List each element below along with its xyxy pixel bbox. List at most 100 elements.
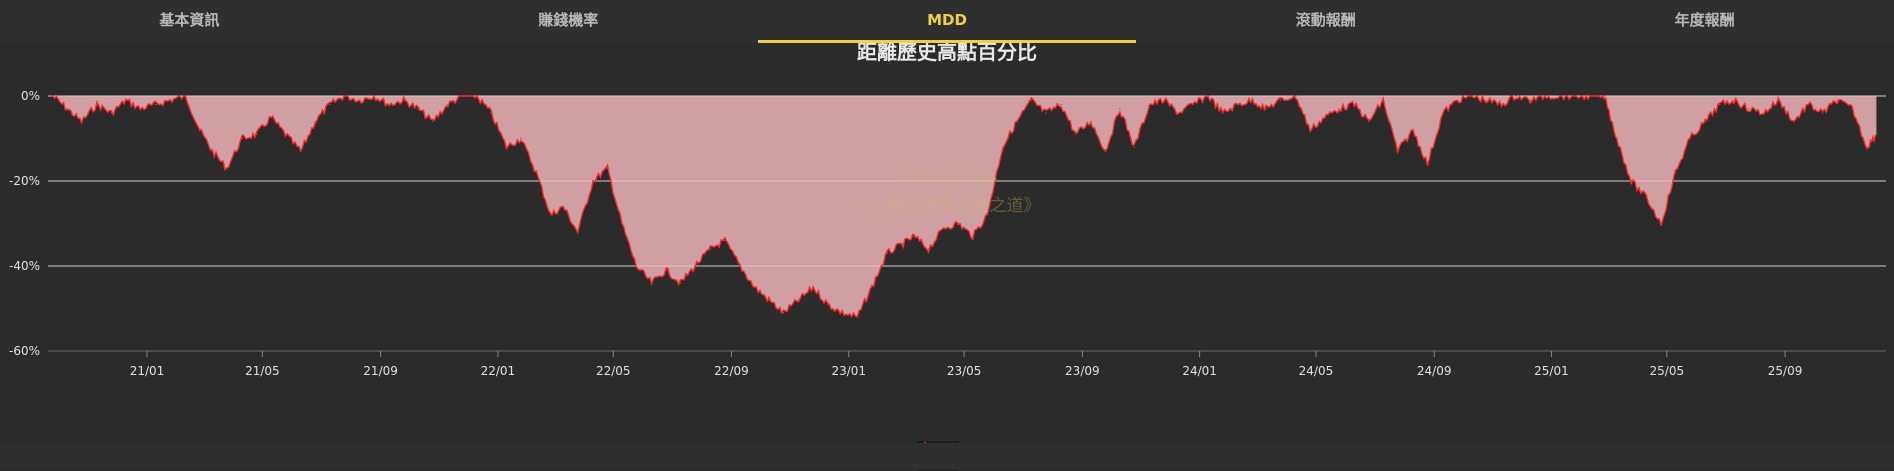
data-point bbox=[1090, 120, 1092, 123]
data-point bbox=[199, 129, 201, 131]
watermark-line-1: <0.Finance> bbox=[895, 169, 998, 188]
x-tick-label: 21/09 bbox=[363, 364, 398, 378]
x-tick-label: 21/05 bbox=[245, 364, 280, 378]
tab-rolling-return[interactable]: 滾動報酬 bbox=[1295, 11, 1356, 29]
footer-bar bbox=[0, 443, 1894, 470]
data-point bbox=[1030, 99, 1033, 102]
data-point bbox=[1733, 99, 1735, 102]
chart-area: 距離歷史高點百分比 <0.Finance> 《一本投資的必殺之道》 0% -20%… bbox=[0, 43, 1894, 471]
data-point bbox=[650, 282, 653, 284]
data-point bbox=[1777, 99, 1780, 102]
data-point bbox=[1500, 103, 1503, 106]
data-point bbox=[1559, 95, 1561, 97]
data-point bbox=[1456, 99, 1459, 102]
data-point bbox=[753, 286, 756, 289]
data-point bbox=[284, 133, 287, 136]
data-point bbox=[300, 150, 302, 153]
x-tick-label: 25/05 bbox=[1650, 364, 1685, 378]
data-point bbox=[1763, 112, 1765, 114]
drawdown-area bbox=[52, 96, 1877, 317]
y-tick-label: -20% bbox=[9, 174, 40, 188]
y-tick-label: 0% bbox=[21, 89, 40, 103]
data-point bbox=[1001, 146, 1004, 148]
data-point bbox=[1265, 107, 1267, 110]
chart-title: 距離歷史高點百分比 bbox=[857, 43, 1037, 64]
data-point bbox=[1747, 107, 1750, 110]
data-point bbox=[886, 252, 889, 255]
data-point bbox=[1821, 112, 1824, 114]
tab-win-probability[interactable]: 賺錢機率 bbox=[538, 11, 599, 29]
data-point bbox=[402, 99, 405, 102]
data-point bbox=[1237, 103, 1239, 106]
data-point bbox=[1148, 103, 1151, 106]
data-point bbox=[1807, 103, 1809, 106]
data-point bbox=[1543, 95, 1546, 97]
data-point bbox=[343, 95, 345, 97]
tab-bar: 基本資訊 賺錢機率 MDD 滾動報酬 年度報酬 bbox=[0, 0, 1894, 43]
x-tick-label: 24/09 bbox=[1417, 364, 1452, 378]
data-point bbox=[314, 120, 317, 123]
data-point bbox=[1718, 103, 1721, 106]
data-point bbox=[1529, 99, 1532, 102]
data-point bbox=[1192, 103, 1194, 106]
tab-mdd[interactable]: MDD bbox=[757, 0, 1137, 43]
data-point bbox=[226, 167, 228, 170]
data-point bbox=[768, 299, 770, 301]
data-point bbox=[549, 214, 552, 216]
data-point bbox=[417, 107, 419, 110]
data-point bbox=[665, 269, 667, 272]
data-point bbox=[1074, 133, 1077, 136]
data-point bbox=[1630, 180, 1633, 182]
data-point bbox=[211, 150, 214, 153]
data-point bbox=[505, 146, 508, 148]
data-point bbox=[782, 311, 785, 314]
data-point bbox=[971, 235, 974, 238]
data-point bbox=[125, 99, 127, 102]
data-point bbox=[241, 137, 243, 140]
x-tick-label: 21/01 bbox=[130, 364, 165, 378]
tab-basic-info[interactable]: 基本資訊 bbox=[159, 11, 220, 29]
data-point bbox=[1251, 99, 1254, 102]
data-point bbox=[475, 95, 478, 97]
data-point bbox=[1309, 129, 1311, 131]
data-point bbox=[826, 303, 829, 306]
data-point bbox=[66, 107, 69, 110]
y-tick-label: -40% bbox=[9, 259, 40, 273]
data-point bbox=[1207, 95, 1210, 97]
data-point bbox=[1616, 137, 1618, 140]
data-point bbox=[1836, 99, 1838, 102]
data-point bbox=[1485, 99, 1487, 102]
x-tick-label: 23/05 bbox=[947, 364, 982, 378]
data-point bbox=[110, 112, 113, 114]
data-point bbox=[1660, 222, 1662, 225]
data-point bbox=[606, 167, 609, 170]
data-point bbox=[679, 282, 682, 284]
data-point bbox=[255, 133, 258, 136]
x-tick-label: 23/09 bbox=[1065, 364, 1100, 378]
x-tick-label: 22/09 bbox=[714, 364, 749, 378]
data-point bbox=[1353, 103, 1356, 106]
data-point bbox=[1368, 120, 1370, 123]
data-point bbox=[1589, 95, 1591, 97]
data-point bbox=[1470, 95, 1473, 97]
tab-annual-return[interactable]: 年度報酬 bbox=[1674, 11, 1735, 29]
data-point bbox=[169, 99, 171, 102]
data-point bbox=[1163, 99, 1165, 102]
data-point bbox=[635, 265, 638, 267]
drawdown-chart: 距離歷史高點百分比 <0.Finance> 《一本投資的必殺之道》 0% -20%… bbox=[9, 43, 1886, 378]
data-point bbox=[52, 95, 54, 97]
data-point bbox=[812, 286, 814, 289]
data-point bbox=[1045, 112, 1047, 114]
data-point bbox=[1573, 95, 1576, 97]
data-point bbox=[1442, 112, 1444, 114]
data-point bbox=[856, 316, 859, 318]
data-point bbox=[520, 137, 522, 140]
data-point bbox=[154, 103, 157, 106]
x-tick-label: 24/05 bbox=[1299, 364, 1334, 378]
data-point bbox=[709, 248, 712, 250]
data-point bbox=[1426, 163, 1429, 165]
data-point bbox=[1338, 107, 1340, 110]
data-point bbox=[986, 214, 988, 216]
data-point bbox=[1060, 103, 1063, 106]
data-point bbox=[723, 239, 726, 242]
